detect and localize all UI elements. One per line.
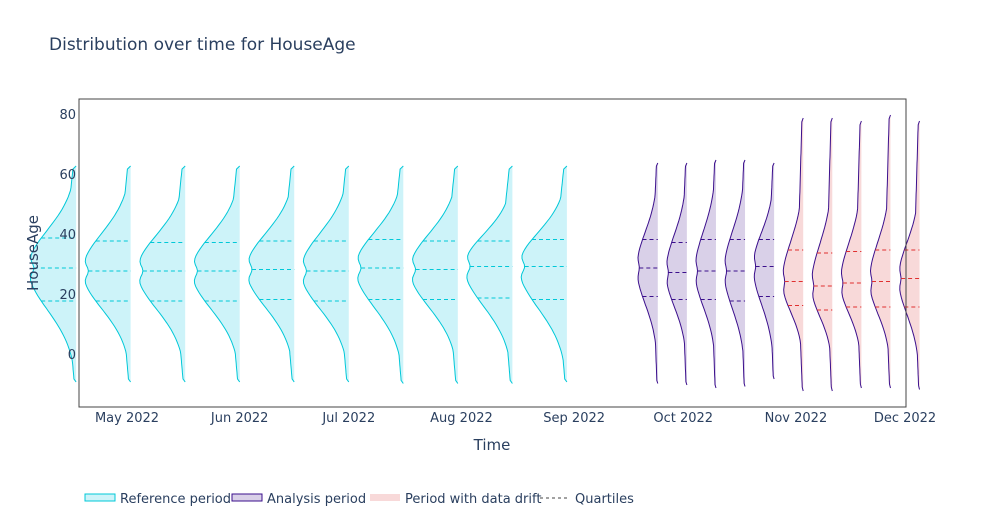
violin-fill	[357, 166, 404, 384]
y-tick-label: 80	[59, 108, 76, 123]
violin-fill	[248, 166, 295, 382]
violin-reference-7	[412, 165, 459, 384]
violin-fill	[783, 118, 804, 391]
y-tick-label: 40	[59, 228, 76, 243]
violin-outline	[139, 165, 186, 383]
violin-outline	[724, 159, 746, 387]
y-axis-ticks: 0 20 40 60 80	[59, 108, 76, 363]
violin-outline	[695, 159, 717, 389]
violin-fill	[139, 166, 186, 382]
violin-reference-8	[466, 165, 513, 384]
violin-reference-9	[520, 165, 568, 383]
violin-fill	[899, 121, 920, 390]
violin-reference-2	[139, 165, 186, 383]
legend-label: Period with data drift	[405, 492, 541, 507]
violin-analysis-13	[724, 159, 746, 387]
violin-outline	[869, 114, 891, 389]
violin-fill	[870, 115, 891, 388]
y-axis-title: HouseAge	[24, 215, 42, 291]
legend-swatch	[231, 493, 263, 502]
legend-item-analysis[interactable]: Analysis period	[231, 492, 366, 507]
violin-outline	[193, 165, 241, 383]
legend-label: Reference period	[120, 492, 231, 507]
legend-swatch	[84, 493, 116, 502]
violin-reference-0	[30, 165, 77, 383]
legend-label: Analysis period	[267, 492, 366, 507]
violin-fill	[841, 121, 862, 388]
violin-outline	[84, 165, 132, 383]
chart-title: Distribution over time for HouseAge	[49, 35, 356, 55]
violin-outline	[782, 117, 804, 392]
violin-analysis-19	[899, 120, 920, 390]
violin-analysis-11	[666, 162, 688, 386]
violin-outline	[753, 162, 775, 380]
legend-item-quartile[interactable]: Quartiles	[540, 492, 634, 507]
x-tick-label: Jun 2022	[210, 411, 269, 426]
x-tick-label: Nov 2022	[765, 411, 828, 426]
violin-outline	[520, 165, 568, 383]
violin-reference-3	[193, 165, 241, 383]
violin-analysis-15	[782, 117, 804, 392]
plot-frame	[78, 98, 907, 408]
legend-item-drift[interactable]: Period with data drift	[370, 492, 541, 507]
violin-outline	[811, 117, 833, 392]
violin-analysis-18	[869, 114, 891, 389]
legend-item-reference[interactable]: Reference period	[84, 492, 231, 507]
y-tick-label: 60	[59, 168, 76, 183]
violin-outline	[248, 165, 295, 383]
y-tick-label: 0	[68, 348, 76, 363]
violin-reference-1	[84, 165, 132, 383]
violin-outline	[30, 165, 77, 383]
violin-analysis-10	[637, 162, 659, 384]
x-axis-title: Time	[473, 436, 511, 454]
violin-analysis-16	[811, 117, 833, 392]
violin-analysis-12	[695, 159, 717, 389]
violin-fill	[754, 163, 775, 379]
violin-outline	[637, 162, 659, 384]
violin-fill	[85, 166, 131, 382]
violin-outline	[899, 120, 920, 390]
x-tick-label: Sep 2022	[543, 411, 605, 426]
x-tick-label: Jul 2022	[321, 411, 375, 426]
violin-outline	[466, 165, 513, 384]
violin-outline	[840, 120, 862, 389]
violin-fill	[521, 166, 567, 382]
violin-fill	[725, 160, 746, 387]
violin-fill	[812, 118, 833, 391]
violin-fill	[30, 166, 77, 382]
violin-outline	[412, 165, 459, 384]
y-tick-label: 20	[59, 288, 76, 303]
violin-reference-5	[302, 165, 350, 383]
violin-analysis-14	[753, 162, 775, 380]
legend-label: Quartiles	[575, 492, 634, 507]
x-tick-label: May 2022	[95, 411, 159, 426]
violin-fill	[303, 166, 349, 382]
x-tick-label: Dec 2022	[874, 411, 936, 426]
x-axis-ticks: May 2022 Jun 2022 Jul 2022 Aug 2022 Sep 2022…	[95, 411, 936, 426]
legend-swatch	[370, 494, 400, 501]
legend: Reference period Analysis period Period wi…	[84, 492, 634, 507]
violin-outline	[357, 165, 404, 384]
violin-layer	[30, 114, 920, 392]
x-tick-label: Oct 2022	[653, 411, 713, 426]
violin-reference-6	[357, 165, 404, 384]
violin-fill	[194, 166, 240, 382]
x-tick-label: Aug 2022	[430, 411, 493, 426]
violin-analysis-17	[840, 120, 862, 389]
violin-fill	[466, 166, 513, 384]
violin-outline	[666, 162, 688, 386]
violin-fill	[412, 166, 458, 384]
violin-outline	[302, 165, 350, 383]
violin-reference-4	[248, 165, 295, 383]
